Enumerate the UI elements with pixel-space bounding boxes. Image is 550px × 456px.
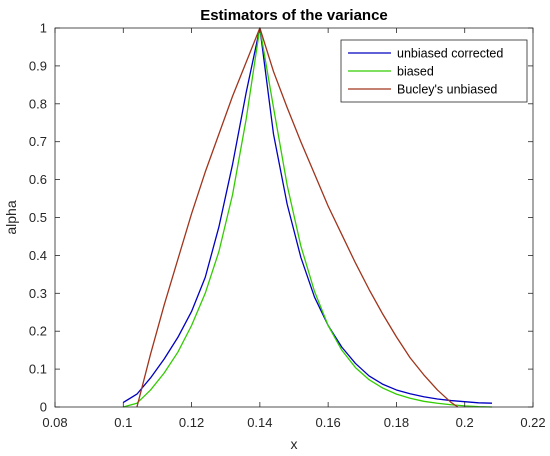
x-tick-label: 0.18 xyxy=(384,415,409,430)
y-tick-label: 0.2 xyxy=(29,324,47,339)
x-axis-label: x xyxy=(291,436,298,452)
y-tick-label: 0.3 xyxy=(29,286,47,301)
legend-label: unbiased corrected xyxy=(397,47,503,61)
chart-title: Estimators of the variance xyxy=(200,7,388,24)
series-line-2 xyxy=(123,27,493,408)
y-axis-label: alpha xyxy=(3,200,19,234)
x-tick-label: 0.16 xyxy=(315,415,340,430)
x-tick-label: 0.08 xyxy=(42,415,67,430)
y-tick-label: 0 xyxy=(40,400,47,415)
tick-layer: 0.08 0.1 0.12 0.14 0.16 0.18 0.2 0.22 0 0.1 0.2 0.3… xyxy=(29,21,546,431)
series-line-1 xyxy=(122,27,493,404)
series-line-3 xyxy=(136,27,459,408)
legend-label: biased xyxy=(397,65,434,79)
y-tick-label: 0.8 xyxy=(29,96,47,111)
series-layer xyxy=(122,27,493,408)
x-tick-label: 0.1 xyxy=(114,415,132,430)
y-tick-label: 1 xyxy=(40,21,47,36)
y-tick-label: 0.6 xyxy=(29,172,47,187)
y-tick-label: 0.1 xyxy=(29,362,47,377)
x-tick-label: 0.14 xyxy=(247,415,272,430)
x-tick-label: 0.12 xyxy=(179,415,204,430)
y-tick-label: 0.5 xyxy=(29,210,47,225)
x-tick-label: 0.2 xyxy=(456,415,474,430)
legend: unbiased corrected biased Bucley's unbiase… xyxy=(340,39,528,103)
y-tick-label: 0.4 xyxy=(29,248,47,263)
y-tick-label: 0.7 xyxy=(29,134,47,149)
legend-label: Bucley's unbiased xyxy=(397,83,497,97)
x-tick-label: 0.22 xyxy=(520,415,545,430)
y-tick-label: 0.9 xyxy=(29,58,47,73)
